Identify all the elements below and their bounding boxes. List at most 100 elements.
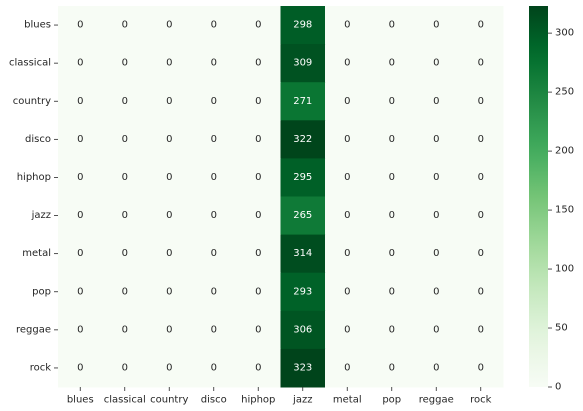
heatmap-cell-disco-hiphop [236, 120, 281, 159]
heatmap-cell-blues-country [147, 6, 192, 45]
heatmap-cell-rock-disco [191, 348, 237, 388]
heatmap-cell-country-jazz [280, 82, 326, 121]
heatmap-cell-classical-jazz [280, 44, 326, 83]
heatmap-cell-classical-metal [325, 44, 370, 83]
heatmap-cell-jazz-blues [58, 196, 103, 236]
x-tick-label-hiphop: hiphop [241, 395, 275, 406]
cell-value-blues-blues: 0 [77, 20, 83, 31]
cell-value-jazz-reggae: 0 [433, 210, 439, 221]
heatmap-cell-reggae-country [147, 310, 192, 350]
cell-value-hiphop-metal: 0 [344, 172, 350, 183]
heatmap-cell-country-rock [458, 82, 504, 121]
cell-value-country-pop: 0 [389, 96, 395, 107]
x-tick-label-pop: pop [382, 395, 401, 406]
cell-value-jazz-country: 0 [166, 210, 172, 221]
cell-value-hiphop-classical: 0 [122, 172, 128, 183]
cell-value-classical-rock: 0 [478, 58, 484, 69]
heatmap-cell-metal-reggae [414, 234, 459, 274]
colorbar-tick-label-150: 150 [555, 205, 574, 216]
heatmap-cell-blues-rock [458, 6, 504, 45]
cell-value-classical-jazz: 309 [293, 58, 312, 69]
x-tick-label-disco: disco [201, 395, 227, 406]
cell-value-metal-rock: 0 [478, 248, 484, 259]
cell-value-pop-jazz: 293 [293, 286, 312, 297]
cell-value-jazz-pop: 0 [389, 210, 395, 221]
heatmap-cell-pop-country [147, 272, 192, 312]
heatmap-cell-reggae-metal [325, 310, 370, 350]
heatmap-cell-country-reggae [414, 82, 459, 121]
cell-value-metal-reggae: 0 [433, 248, 439, 259]
cell-value-disco-metal: 0 [344, 134, 350, 145]
heatmap-cell-metal-disco [191, 234, 237, 274]
heatmap-cell-hiphop-jazz [280, 158, 326, 197]
heatmap-cell-metal-pop [369, 234, 415, 274]
cell-value-hiphop-blues: 0 [77, 172, 83, 183]
heatmap-cell-classical-hiphop [236, 44, 281, 83]
cell-value-rock-metal: 0 [344, 362, 350, 373]
cell-value-pop-disco: 0 [211, 286, 217, 297]
heatmap-cell-values: 0 0 0 0 0 298 0 0 0 0 0 0 0 0 0 309 0 0 0 0 0 0 0 0 0 271 0 0 0 0 0 0 0 0… [77, 20, 484, 374]
y-tick-label-pop: pop [32, 286, 51, 297]
heatmap-cell-classical-disco [191, 44, 237, 83]
cell-value-pop-hiphop: 0 [255, 286, 261, 297]
heatmap-cell-country-pop [369, 82, 415, 121]
heatmap-cell-jazz-reggae [414, 196, 459, 236]
heatmap-cell-jazz-disco [191, 196, 237, 236]
heatmap-cell-reggae-reggae [414, 310, 459, 350]
heatmap-cell-pop-rock [458, 272, 504, 312]
cell-value-country-jazz: 271 [293, 96, 312, 107]
heatmap-cell-disco-country [147, 120, 192, 159]
cell-value-country-metal: 0 [344, 96, 350, 107]
heatmap-cell-metal-rock [458, 234, 504, 274]
heatmap-cell-hiphop-classical [102, 158, 148, 197]
cell-value-blues-disco: 0 [211, 20, 217, 31]
cell-value-pop-classical: 0 [122, 286, 128, 297]
heatmap-cell-hiphop-country [147, 158, 192, 197]
heatmap-cell-disco-disco [191, 120, 237, 159]
heatmap-cell-blues-hiphop [236, 6, 281, 45]
cell-value-disco-hiphop: 0 [255, 134, 261, 145]
cell-value-disco-country: 0 [166, 134, 172, 145]
colorbar-gradient [529, 6, 548, 387]
x-tick-label-classical: classical [104, 395, 146, 406]
heatmap-cell-country-classical [102, 82, 148, 121]
cell-value-pop-country: 0 [166, 286, 172, 297]
heatmap-cell-reggae-disco [191, 310, 237, 350]
cell-value-metal-country: 0 [166, 248, 172, 259]
heatmap-cell-metal-jazz [280, 234, 326, 274]
cell-value-disco-disco: 0 [211, 134, 217, 145]
cell-value-reggae-disco: 0 [211, 324, 217, 335]
heatmap-cell-classical-country [147, 44, 192, 83]
heatmap-cell-jazz-metal [325, 196, 370, 236]
cell-value-country-blues: 0 [77, 96, 83, 107]
heatmap-cell-metal-metal [325, 234, 370, 274]
x-tick-label-jazz: jazz [292, 395, 312, 406]
cell-value-country-reggae: 0 [433, 96, 439, 107]
heatmap-cell-country-blues [58, 82, 103, 121]
cell-value-reggae-jazz: 306 [293, 324, 312, 335]
cell-value-rock-rock: 0 [478, 362, 484, 373]
cell-value-hiphop-rock: 0 [478, 172, 484, 183]
cell-value-jazz-blues: 0 [77, 210, 83, 221]
colorbar-tick-label-50: 50 [555, 323, 568, 334]
cell-value-jazz-metal: 0 [344, 210, 350, 221]
y-tick-label-classical: classical [9, 58, 51, 69]
cell-value-disco-blues: 0 [77, 134, 83, 145]
heatmap-cell-rock-rock [458, 348, 504, 388]
cell-value-blues-country: 0 [166, 20, 172, 31]
cell-value-metal-blues: 0 [77, 248, 83, 259]
heatmap-cell-country-disco [191, 82, 237, 121]
heatmap-cell-jazz-classical [102, 196, 148, 236]
cell-value-disco-classical: 0 [122, 134, 128, 145]
cell-value-hiphop-jazz: 295 [293, 172, 312, 183]
cell-value-classical-reggae: 0 [433, 58, 439, 69]
heatmap-cell-disco-reggae [414, 120, 459, 159]
cell-value-country-hiphop: 0 [255, 96, 261, 107]
heatmap-cell-reggae-hiphop [236, 310, 281, 350]
heatmap-cell-pop-hiphop [236, 272, 281, 312]
heatmap-cell-classical-blues [58, 44, 103, 83]
heatmap-cell-jazz-jazz [280, 196, 326, 236]
cell-value-blues-rock: 0 [478, 20, 484, 31]
cell-value-country-disco: 0 [211, 96, 217, 107]
heatmap-cell-metal-blues [58, 234, 103, 274]
